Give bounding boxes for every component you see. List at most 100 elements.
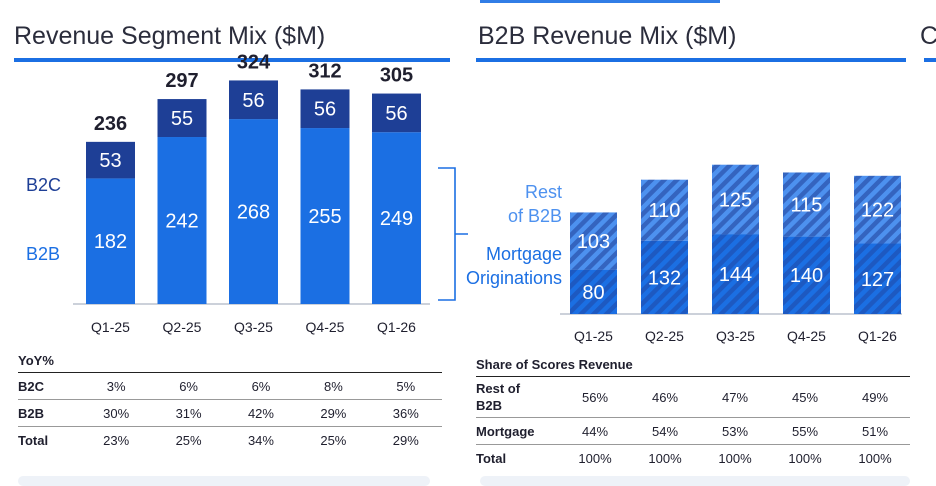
cell: 47% [700, 376, 770, 418]
bar-rest-of-b2b [712, 164, 759, 235]
total-label: 305 [380, 65, 413, 87]
data-label-b2c: 53 [99, 150, 121, 172]
data-label-mortgage: 80 [582, 282, 604, 304]
row-label: Total [18, 426, 80, 453]
bar-mortgage [854, 243, 901, 314]
b2b-revenue-mix-title: B2B Revenue Mix ($M) [478, 22, 737, 50]
table-row: Total 23% 25% 34% 25% 29% [18, 426, 442, 453]
next-panel-title-stub: C [920, 22, 936, 50]
bar-b2b [229, 119, 278, 304]
cell: 42% [224, 399, 298, 427]
next-panel-rule [924, 58, 936, 62]
x-tick-label: Q1-26 [377, 319, 416, 335]
bar-rest-of-b2b [854, 175, 901, 244]
data-label-rest: 103 [577, 231, 610, 253]
share-header: Share of Scores Revenue [476, 356, 633, 372]
row-label: Total [476, 444, 560, 471]
x-tick-label: Q4-25 [787, 328, 826, 344]
share-table: Share of Scores Revenue Rest of B2B 56% … [476, 352, 910, 471]
x-tick-label: Q2-25 [645, 328, 684, 344]
data-label-b2b: 182 [94, 231, 127, 253]
bar-mortgage [783, 236, 830, 314]
legend-b2c: B2C [26, 175, 61, 195]
cell: 29% [297, 399, 370, 427]
cell: 3% [80, 372, 153, 400]
legend-b2b: B2B [26, 244, 60, 264]
cell: 8% [297, 372, 370, 400]
data-label-mortgage: 132 [648, 267, 681, 289]
bar-mortgage [570, 269, 617, 314]
data-label-rest: 125 [719, 189, 752, 211]
cell: 55% [770, 417, 840, 445]
right-title-rule [476, 58, 906, 62]
data-label-b2b: 249 [380, 208, 413, 230]
cell: 6% [152, 372, 225, 400]
bar-b2b [372, 132, 421, 304]
cell: 100% [560, 444, 630, 471]
row-label: Mortgage [476, 417, 560, 445]
cell: 29% [369, 426, 442, 453]
bar-b2b [157, 137, 207, 304]
cell: 34% [224, 426, 298, 453]
table-row: B2C 3% 6% 6% 8% 5% [18, 372, 442, 400]
top-edge-decoration [480, 0, 720, 3]
bar-b2c [300, 89, 350, 129]
row-label: Rest of B2B [476, 376, 560, 418]
bar-mortgage [641, 240, 688, 314]
bar-b2c [157, 99, 207, 138]
bar-b2c [86, 141, 135, 179]
cell: 46% [630, 376, 700, 418]
cell: 6% [224, 372, 298, 400]
cell: 31% [152, 399, 225, 427]
total-label: 236 [94, 113, 127, 135]
cell: 23% [80, 426, 153, 453]
x-tick-label: Q3-25 [234, 319, 273, 335]
x-tick-label: Q1-25 [574, 328, 613, 344]
bar-b2c [372, 93, 421, 133]
cell: 100% [630, 444, 700, 471]
cell: 45% [770, 376, 840, 418]
row-label-line: B2B [476, 398, 503, 413]
data-label-rest: 115 [791, 194, 823, 216]
data-label-b2c: 56 [242, 90, 264, 112]
total-label: 324 [237, 51, 271, 73]
cell: 100% [770, 444, 840, 471]
data-label-rest: 110 [649, 200, 681, 222]
cell: 44% [560, 417, 630, 445]
bar-b2c [229, 80, 278, 120]
x-tick-label: Q1-26 [858, 328, 897, 344]
data-label-b2c: 56 [314, 99, 336, 121]
x-tick-label: Q2-25 [163, 319, 202, 335]
cell: 53% [700, 417, 770, 445]
cell: 51% [840, 417, 910, 445]
bar-b2b [86, 178, 135, 304]
data-label-b2c: 56 [385, 103, 407, 125]
x-tick-label: Q3-25 [716, 328, 755, 344]
data-label-mortgage: 144 [719, 264, 752, 286]
data-label-rest: 122 [861, 200, 894, 222]
cell: 49% [840, 376, 910, 418]
legend-rest-line2: of B2B [508, 206, 562, 226]
left-footer-bar [18, 476, 430, 486]
bar-rest-of-b2b [570, 212, 617, 270]
data-label-mortgage: 127 [861, 269, 894, 291]
cell: 54% [630, 417, 700, 445]
row-label-line: Rest of [476, 381, 521, 396]
x-tick-label: Q4-25 [306, 319, 345, 335]
total-label: 312 [308, 60, 341, 82]
cell: 5% [369, 372, 442, 400]
cell: 100% [700, 444, 770, 471]
data-label-mortgage: 140 [790, 265, 823, 287]
revenue-segment-mix-chart: 182 53 236 Q1-25 242 55 297 Q2-25 268 56 324 Q3-25 2… [26, 51, 468, 335]
legend-mortgage-line2: Originations [466, 268, 562, 288]
cell: 56% [560, 376, 630, 418]
bar-rest-of-b2b [783, 172, 830, 237]
data-label-b2b: 255 [308, 206, 341, 228]
right-footer-bar [480, 476, 910, 486]
cell: 36% [369, 399, 442, 427]
cell: 25% [297, 426, 370, 453]
data-label-b2c: 55 [171, 108, 193, 130]
table-row: Rest of B2B 56% 46% 47% 45% 49% [476, 376, 910, 418]
yoy-header: YoY% [18, 352, 54, 368]
x-tick-label: Q1-25 [91, 319, 130, 335]
